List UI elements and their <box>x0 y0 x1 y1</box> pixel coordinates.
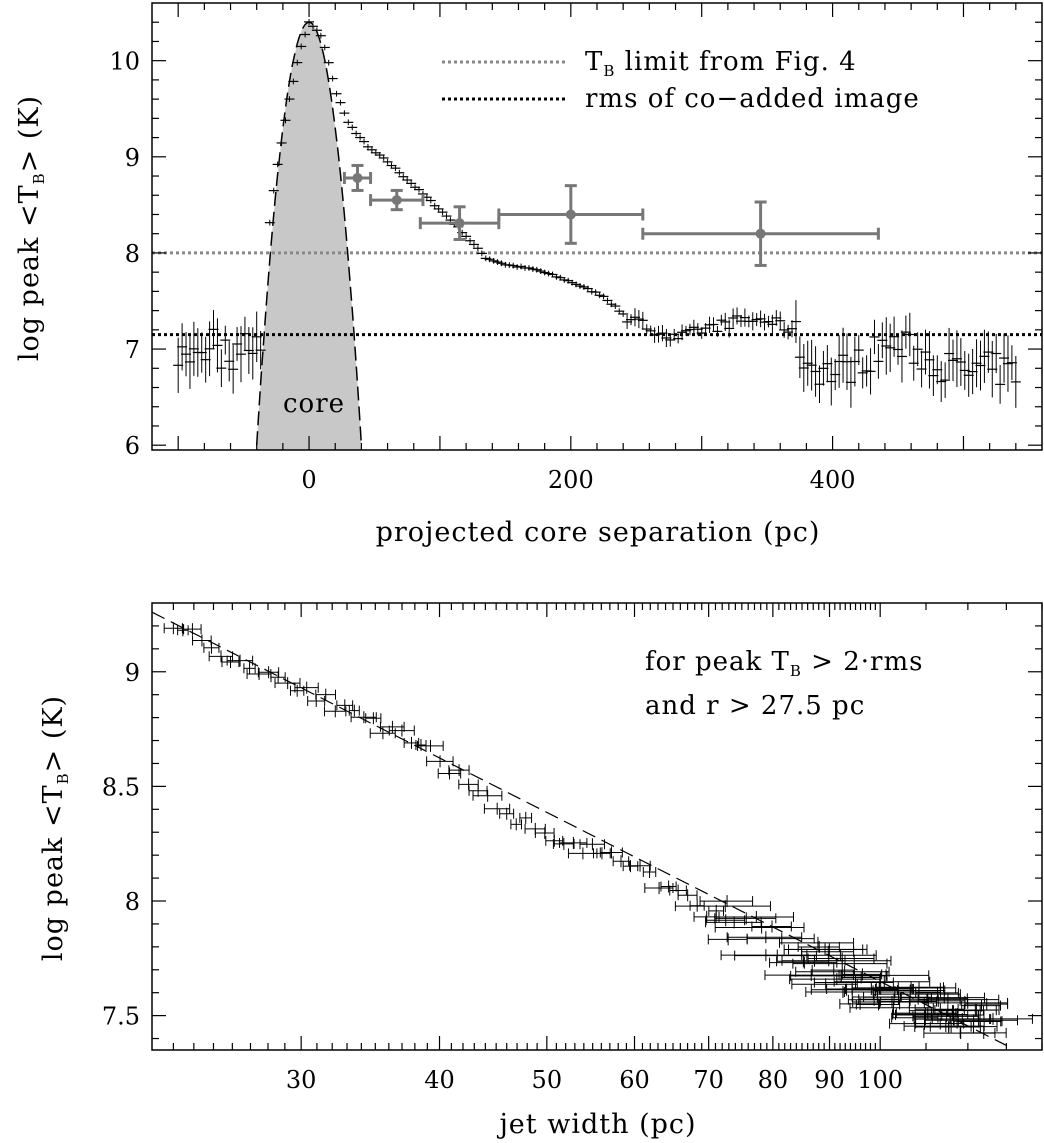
annotation-line1-rest: > 2·rms <box>802 647 924 677</box>
gray-point-3 <box>565 209 576 220</box>
x-tick-label: 40 <box>424 1066 455 1094</box>
bottom-x-axis-title: jet width (pc) <box>496 1109 696 1140</box>
annotation-line1: for peak TB > 2·rms <box>645 647 923 680</box>
bottom-data-marks <box>163 622 1033 1040</box>
top-panel: 0 200 400 6 7 8 9 10 core TB limit from Fig. 4 … <box>14 2 1043 548</box>
x-tick-label: 70 <box>693 1066 724 1094</box>
bottom-plot-frame <box>151 602 1043 1051</box>
top-y-axis-title-prefix: log peak <T <box>14 184 45 361</box>
y-tick-label: 8.5 <box>102 773 140 801</box>
legend-label-limit: TB limit from Fig. 4 <box>585 47 857 80</box>
core-profile <box>255 21 363 450</box>
y-tick-label: 8 <box>125 888 140 916</box>
bottom-y-axis-title-prefix: log peak <T <box>38 784 69 961</box>
fit-line-path <box>151 611 1007 1046</box>
annotation-line1-main: for peak T <box>645 647 790 677</box>
fit-line <box>151 611 1007 1046</box>
top-y-axis-title: log peak <TB> (K) <box>14 95 48 361</box>
x-tick-label: 50 <box>532 1066 563 1094</box>
bottom-y-axis-title-suffix: > (K) <box>38 695 69 772</box>
bottom-ticks: 30 40 50 60 70 80 90 100 7.5 8 8.5 9 <box>102 603 1043 1094</box>
y-tick-label: 7 <box>125 336 140 364</box>
x-tick-label: 400 <box>810 466 856 494</box>
x-tick-label: 60 <box>619 1066 650 1094</box>
top-ticks: 0 200 400 6 7 8 9 10 <box>109 3 1042 494</box>
legend: TB limit from Fig. 4 rms of co−added ima… <box>442 47 920 114</box>
threshold-lines <box>152 251 1042 337</box>
annotation-line1-sub: B <box>790 662 802 680</box>
x-tick-label: 0 <box>301 466 316 494</box>
y-tick-label: 6 <box>125 432 140 460</box>
top-data-marks <box>173 18 1021 408</box>
top-y-axis-title-suffix: > (K) <box>14 95 45 172</box>
gray-points <box>342 163 880 267</box>
y-tick-label: 9 <box>125 144 140 172</box>
bottom-y-axis-title: log peak <TB> (K) <box>38 695 72 961</box>
top-y-axis-title-sub: B <box>30 172 48 184</box>
y-tick-label: 9 <box>125 659 140 687</box>
x-tick-label: 30 <box>286 1066 317 1094</box>
gray-point-1 <box>391 195 402 206</box>
top-x-axis-title: projected core separation (pc) <box>376 517 821 548</box>
annotation-line2: and r > 27.5 pc <box>645 691 865 721</box>
x-tick-label: 100 <box>857 1066 903 1094</box>
bottom-y-axis-title-sub: B <box>54 772 72 784</box>
legend-label-limit-sub: B <box>603 62 615 80</box>
y-tick-label: 7.5 <box>102 1003 140 1031</box>
legend-label-limit-main: T <box>585 47 603 77</box>
x-tick-label: 90 <box>814 1066 845 1094</box>
y-tick-label: 8 <box>125 240 140 268</box>
x-tick-label: 200 <box>548 466 594 494</box>
core-label: core <box>283 389 345 419</box>
gray-point-2 <box>454 218 465 229</box>
x-tick-label: 80 <box>758 1066 789 1094</box>
gray-point-0 <box>352 172 363 183</box>
gray-point-4 <box>755 228 766 239</box>
legend-label-rms: rms of co−added image <box>585 84 920 114</box>
y-tick-label: 10 <box>109 48 140 76</box>
legend-label-limit-rest: limit from Fig. 4 <box>615 47 856 77</box>
